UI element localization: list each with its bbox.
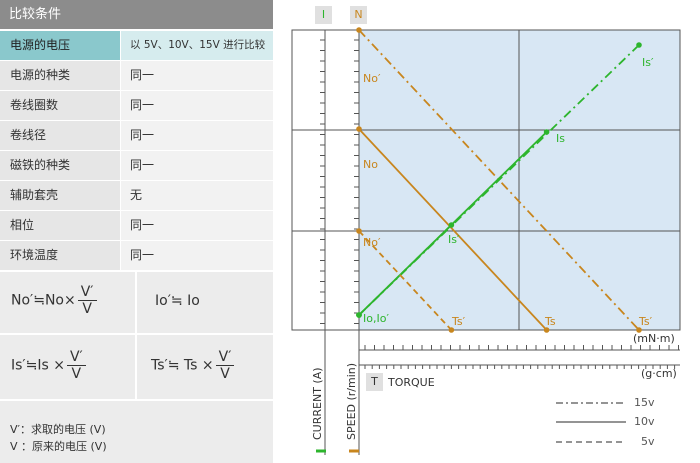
current-point-15v (636, 42, 642, 48)
label-ts-prime-right: Ts′ (639, 315, 653, 328)
table-row: 相位 同一 (0, 211, 273, 240)
label-ts-prime-left: Ts′ (452, 315, 466, 328)
legend-10v: 10v (634, 415, 655, 428)
fraction-denominator: V (82, 301, 92, 317)
torque-label: TORQUE (388, 376, 435, 389)
formula-is: Is′≒Is × V′ V (0, 335, 135, 399)
table-row: 磁铁的种类 同一 (0, 151, 273, 180)
current-point-15v (356, 312, 362, 318)
speed-point-5v (356, 228, 362, 234)
row-key: 辅助套壳 (0, 181, 120, 210)
speed-point-5v (448, 327, 455, 333)
formula-ts: Ts′≒ Ts × V′ V (137, 335, 273, 399)
torque-unit-mn: (mN·m) (633, 332, 675, 345)
fraction-numerator: V′ (77, 284, 97, 301)
fraction: V′ V (215, 349, 235, 382)
row-key: 环境温度 (0, 241, 120, 270)
speed-line-15v (358, 29, 640, 331)
formula-io: Io′≒ Io (137, 272, 273, 333)
label-is-prime-top: Is′ (642, 56, 654, 69)
table-row: 辅助套壳 无 (0, 181, 273, 210)
label-is: Is (556, 132, 565, 145)
torque-unit-gcm: (g·cm) (641, 367, 677, 380)
formula-text: Is′≒Is × (11, 357, 65, 374)
current-line-10v (358, 131, 548, 316)
row-value: 同一 (121, 91, 273, 120)
fraction-denominator: V (71, 366, 82, 382)
row-key: 卷线径 (0, 121, 120, 150)
plot-area (358, 29, 681, 331)
current-point-10v (543, 129, 550, 135)
formula-no: No′≒No× V′ V (0, 272, 135, 333)
label-is-prime-bottom: Is′ (448, 233, 460, 246)
label-ts: Ts (545, 315, 556, 328)
legend-15v: 15v (634, 396, 655, 409)
row-value: 同一 (121, 151, 273, 180)
current-axis-label: CURRENT (A) (311, 367, 324, 440)
legend-5v: 5v (641, 435, 655, 448)
table-row: 卷线圈数 同一 (0, 91, 273, 120)
note-orig-voltage: V ：原来的电压 (V) (10, 440, 107, 453)
speed-point-15v (356, 27, 362, 33)
formula-text: No′≒No× (11, 292, 76, 309)
row-value: 无 (121, 181, 273, 210)
speed-line-10v (358, 128, 548, 331)
row-value: 同一 (121, 211, 273, 240)
fraction-numerator: V′ (66, 349, 86, 366)
row-key: 电源的电压 (0, 31, 120, 60)
label-no-prime-bottom: No′ (363, 236, 381, 249)
row-key: 电源的种类 (0, 61, 120, 90)
label-no: No (363, 158, 378, 171)
formula-text: Ts′≒ Ts × (151, 357, 214, 374)
fraction-numerator: V′ (215, 349, 235, 366)
voltage-notes: V′：求取的电压 (V) V ：原来的电压 (V) (0, 401, 273, 463)
series-points (356, 27, 642, 333)
row-value: 同一 (121, 241, 273, 270)
axis-panel (291, 29, 360, 331)
table-row: 电源的电压 以 5V、10V、15V 进行比较 (0, 31, 273, 60)
label-no-prime-top: No′ (363, 72, 381, 85)
current-axis-tag: I (315, 6, 332, 24)
table-title: 比较条件 (0, 0, 273, 29)
speed-point-10v (543, 327, 550, 333)
current-point-5v (448, 222, 455, 228)
current-point-10v (356, 312, 362, 318)
row-value: 同一 (121, 61, 273, 90)
row-key: 卷线圈数 (0, 91, 120, 120)
note-new-voltage: V′：求取的电压 (V) (10, 423, 106, 436)
series-lines (358, 29, 640, 331)
table-row: 卷线径 同一 (0, 121, 273, 150)
fraction: V′ V (66, 349, 86, 382)
torque-tag: T (366, 373, 383, 391)
current-line-15v (358, 44, 640, 316)
table-row: 电源的种类 同一 (0, 61, 273, 90)
current-point-5v (356, 312, 362, 318)
table-row: 环境温度 同一 (0, 241, 273, 270)
speed-axis-tag: N (350, 6, 367, 24)
row-value: 同一 (121, 121, 273, 150)
row-value: 以 5V、10V、15V 进行比较 (121, 31, 273, 60)
fraction-denominator: V (220, 366, 230, 382)
speed-axis-label: SPEED (r/min) (345, 362, 358, 440)
speed-point-10v (356, 126, 362, 132)
label-io: Io,Io′ (363, 312, 389, 325)
fraction: V′ V (77, 284, 97, 317)
formula-text: Io′≒ Io (155, 293, 200, 309)
row-key: 磁铁的种类 (0, 151, 120, 180)
row-key: 相位 (0, 211, 120, 240)
